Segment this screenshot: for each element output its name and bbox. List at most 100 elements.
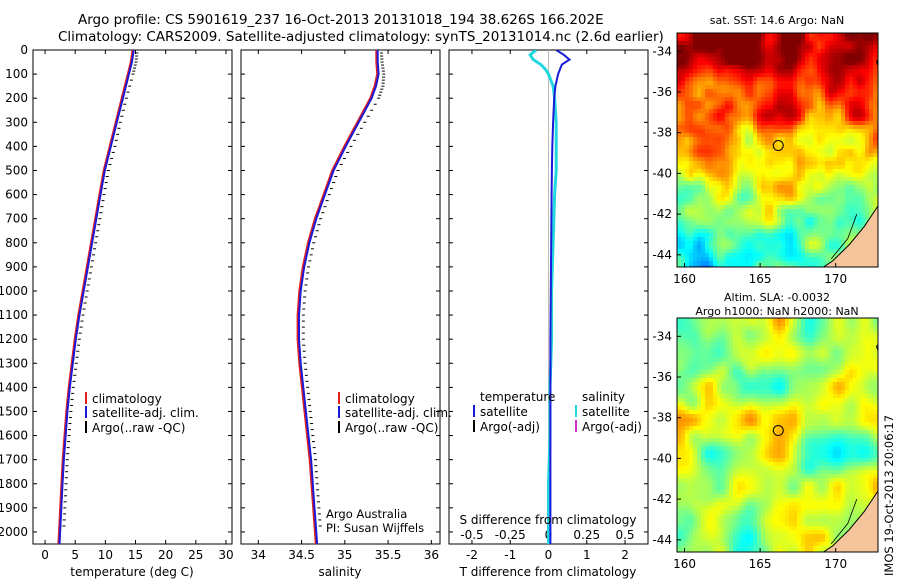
map-cell	[833, 378, 838, 383]
map-cell	[729, 109, 734, 114]
map-cell	[769, 241, 774, 246]
map-cell	[697, 77, 702, 82]
map-cell	[805, 169, 810, 174]
map-cell	[765, 406, 770, 411]
map-cell	[721, 265, 726, 267]
map-cell	[741, 233, 746, 238]
map-cell	[801, 165, 806, 170]
map-cell	[813, 362, 818, 367]
map-cell	[853, 181, 858, 186]
map-cell	[789, 93, 794, 98]
map-cell	[797, 318, 802, 323]
map-cell	[745, 37, 750, 42]
map-cell	[753, 257, 758, 262]
map-cell	[737, 193, 742, 198]
map-cell	[805, 33, 810, 38]
map-cell	[845, 225, 850, 230]
map-cell	[773, 326, 778, 331]
map-cell	[845, 205, 850, 210]
map-cell	[773, 217, 778, 222]
map-cell	[861, 169, 866, 174]
map-cell	[677, 109, 682, 114]
map-cell	[861, 33, 866, 38]
map-cell	[869, 318, 874, 323]
map-cell	[789, 193, 794, 198]
map-cell	[841, 386, 846, 391]
map-cell	[733, 109, 738, 114]
map-cell	[841, 205, 846, 210]
map-cell	[853, 201, 858, 206]
map-cell	[773, 61, 778, 66]
map-cell	[801, 354, 806, 359]
map-cell	[845, 109, 850, 114]
map-cell	[781, 229, 786, 234]
map-cell	[793, 221, 798, 226]
map-cell	[749, 390, 754, 395]
map-cell	[729, 414, 734, 419]
map-cell	[777, 406, 782, 411]
map-cell	[685, 145, 690, 150]
map-cell	[837, 374, 842, 379]
map-cell	[717, 374, 722, 379]
map-cell	[685, 398, 690, 403]
map-cell	[825, 261, 830, 266]
map-cell	[821, 205, 826, 210]
map-cell	[705, 386, 710, 391]
map-cell	[785, 362, 790, 367]
map-cell	[741, 261, 746, 266]
map-cell	[809, 57, 814, 62]
map-cell	[693, 213, 698, 218]
map-cell	[833, 97, 838, 102]
map-cell	[813, 33, 818, 38]
sst-map-cells	[677, 33, 878, 267]
map-cell	[873, 197, 878, 202]
map-cell	[753, 386, 758, 391]
map-cell	[825, 346, 830, 351]
map-cell	[833, 41, 838, 46]
map-cell	[713, 105, 718, 110]
map-cell	[685, 177, 690, 182]
map-cell	[745, 185, 750, 190]
map-cell	[837, 221, 842, 226]
map-cell	[845, 145, 850, 150]
map-cell	[793, 109, 798, 114]
map-cell	[853, 354, 858, 359]
map-cell	[753, 89, 758, 94]
map-cell	[717, 414, 722, 419]
map-cell	[709, 125, 714, 130]
map-cell	[701, 213, 706, 218]
map-cell	[721, 217, 726, 222]
map-cell	[853, 157, 858, 162]
map-cell	[733, 45, 738, 50]
map-cell	[705, 65, 710, 70]
map-cell	[869, 93, 874, 98]
map-cell	[705, 241, 710, 246]
map-cell	[749, 41, 754, 46]
map-cell	[725, 149, 730, 154]
map-cell	[845, 434, 850, 439]
map-cell	[797, 61, 802, 66]
map-cell	[757, 93, 762, 98]
map-cell	[701, 438, 706, 443]
map-cell	[733, 402, 738, 407]
map-cell	[837, 386, 842, 391]
map-cell	[789, 41, 794, 46]
map-cell	[745, 137, 750, 142]
temperature-x-tick-label: 20	[158, 548, 173, 562]
map-cell	[785, 217, 790, 222]
map-cell	[757, 101, 762, 106]
map-cell	[725, 89, 730, 94]
map-cell	[717, 185, 722, 190]
map-cell	[737, 101, 742, 106]
map-cell	[753, 161, 758, 166]
map-cell	[785, 245, 790, 250]
map-cell	[869, 61, 874, 66]
map-cell	[689, 61, 694, 66]
map-cell	[761, 97, 766, 102]
map-cell	[797, 161, 802, 166]
map-cell	[761, 137, 766, 142]
map-cell	[701, 414, 706, 419]
map-cell	[773, 37, 778, 42]
map-cell	[733, 73, 738, 78]
map-cell	[865, 81, 870, 86]
